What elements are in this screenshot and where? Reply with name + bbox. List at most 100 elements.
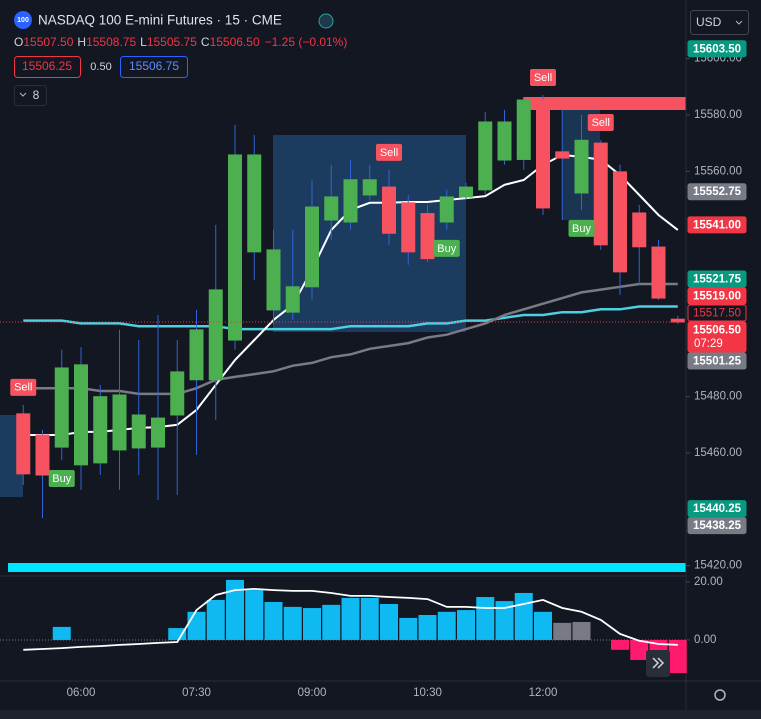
supply-zone (523, 97, 686, 110)
candle-body (632, 212, 647, 248)
sell-button[interactable] (14, 56, 81, 78)
price-tag (687, 40, 747, 58)
signal-label: Sell (592, 117, 610, 129)
signal-badge (587, 114, 614, 132)
x-tick-label: 09:00 (298, 687, 327, 699)
chevron (735, 20, 743, 25)
signal-label: Buy (437, 243, 456, 255)
candle-body (35, 434, 50, 476)
candle-body (93, 396, 108, 464)
price-tag-label: 15517.50 (693, 308, 741, 320)
price-tag-label: 15541.00 (693, 219, 741, 231)
histogram-bar (611, 639, 629, 650)
ohlc-key: O (14, 35, 23, 49)
bid[interactable]: 15506.25 (22, 59, 72, 73)
settings-icon[interactable] (714, 689, 726, 701)
candle-body (536, 99, 550, 209)
scroll-icon (652, 657, 665, 669)
candle-body (266, 249, 281, 311)
histogram-bar (495, 601, 514, 640)
histogram-bar (476, 597, 495, 640)
price-tag (687, 304, 747, 322)
candle-body (401, 202, 416, 253)
x-tick-label: 07:30 (182, 687, 211, 699)
price-tag-label: 15603.50 (693, 43, 741, 55)
histogram-bar (534, 611, 552, 640)
currency-select[interactable] (690, 10, 749, 35)
price-tag (687, 270, 747, 288)
ohlc-value: 15507.50 (23, 35, 73, 49)
ask[interactable]: 15506.75 (129, 59, 179, 73)
currency[interactable]: USD (696, 15, 722, 29)
price-tag-label: 15440.25 (693, 503, 742, 515)
signal-label: Sell (14, 382, 32, 394)
price-tag-label: 15506.50 (693, 325, 741, 337)
y-tick-label: 15480.00 (694, 391, 742, 403)
signal-line (23, 587, 678, 651)
ohlc-key: H (77, 35, 86, 49)
candle-body (439, 196, 454, 223)
histogram-bar (457, 610, 475, 640)
histogram-bar (572, 621, 591, 640)
signal-badge (376, 143, 402, 161)
candle-body (285, 286, 300, 313)
indicator-line (23, 282, 678, 396)
y-tick-label: 0.00 (694, 634, 716, 646)
demand-zone (273, 135, 466, 332)
price-tag-label: 15501.25 (693, 356, 742, 368)
ohlc-key: C (201, 35, 210, 49)
level-band (8, 563, 686, 572)
histogram-bar (668, 639, 687, 674)
y-tick-label: 15460.00 (694, 447, 742, 459)
histogram-bar (553, 622, 572, 640)
candle-body (324, 196, 339, 221)
price-tag-label: 15521.75 (693, 274, 742, 286)
ohlc-value: 15505.75 (147, 35, 197, 49)
histogram-bar (630, 639, 649, 660)
signal-label: Buy (572, 223, 591, 235)
price-tag (687, 321, 747, 353)
price-tag (687, 183, 747, 201)
signal-badge (433, 239, 460, 257)
histogram-bar (52, 626, 71, 640)
histogram-bar (399, 617, 418, 640)
price-tag (687, 517, 747, 535)
histogram-bar (283, 606, 302, 640)
candle-body (362, 179, 377, 196)
price-tag (687, 287, 747, 305)
lot[interactable]: 8 (33, 88, 40, 102)
y-tick-label: 15420.00 (694, 560, 742, 572)
candle-body (574, 139, 589, 194)
price-tag-label: 15519.00 (693, 291, 741, 303)
indicator-line (23, 305, 678, 331)
signal-badge (530, 68, 556, 86)
histogram-bar (264, 601, 283, 640)
histogram-bar (245, 590, 264, 640)
y-tick-label: 20.00 (694, 576, 723, 588)
histogram-bar (303, 608, 321, 640)
candle-body (516, 99, 531, 160)
ohlc-key: L (140, 35, 147, 49)
candle-body (189, 329, 204, 381)
candle-body (651, 246, 666, 299)
histogram-bar (206, 599, 225, 640)
histogram-bar (380, 603, 398, 640)
price-tag (687, 216, 747, 234)
candle-body (74, 364, 88, 466)
candle-body (382, 186, 396, 234)
bottom-bar (0, 710, 761, 719)
candle-body (478, 121, 493, 191)
histogram-bar (168, 628, 187, 640)
candle-body (170, 371, 185, 416)
buy-button[interactable] (120, 56, 188, 78)
chart-title: NASDAQ 100 E-mini Futures · 15 · CME (38, 13, 282, 28)
signal-badge (568, 219, 595, 237)
price-tag (687, 500, 747, 518)
candle-body (555, 151, 570, 159)
histogram-bar (360, 597, 379, 640)
signal-badge (48, 470, 75, 488)
lot-toggle[interactable] (14, 85, 47, 106)
candle-body (670, 318, 685, 323)
